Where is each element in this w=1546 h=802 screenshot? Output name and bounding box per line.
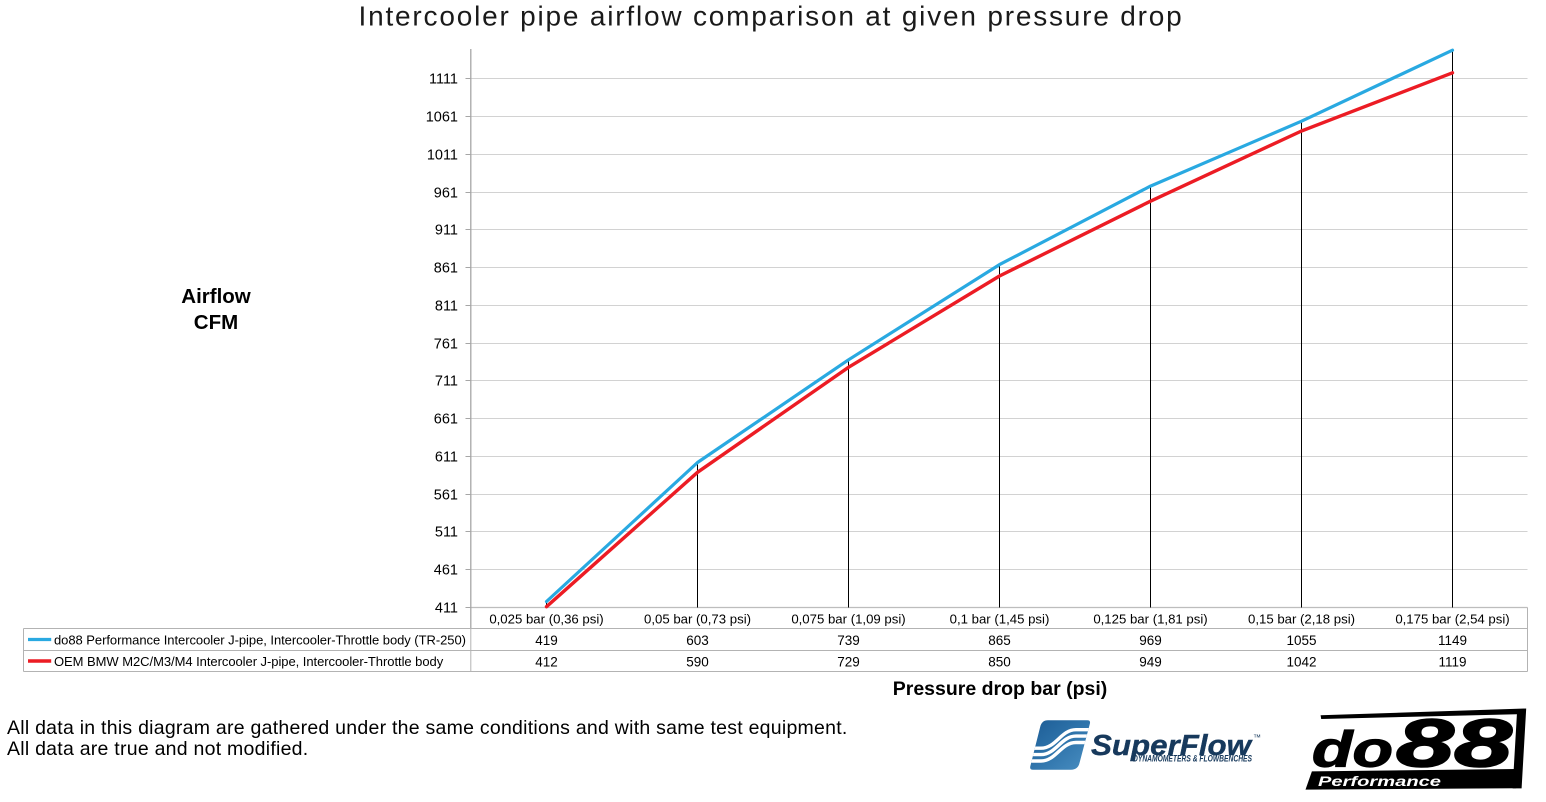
svg-text:761: 761 (434, 337, 458, 353)
svg-text:611: 611 (435, 450, 458, 466)
svg-text:0,05 bar (0,73 psi): 0,05 bar (0,73 psi) (644, 612, 751, 627)
svg-text:0,15 bar (2,18 psi): 0,15 bar (2,18 psi) (1248, 612, 1355, 627)
svg-text:739: 739 (837, 633, 860, 648)
svg-text:1061: 1061 (426, 110, 458, 126)
svg-text:0,175 bar (2,54 psi): 0,175 bar (2,54 psi) (1395, 612, 1509, 627)
svg-text:Pressure drop bar (psi): Pressure drop bar (psi) (893, 678, 1108, 700)
svg-text:603: 603 (686, 633, 709, 648)
svg-text:Airflow: Airflow (181, 285, 251, 308)
svg-text:DYNAMOMETERS & FLOWBENCHES: DYNAMOMETERS & FLOWBENCHES (1133, 754, 1252, 764)
svg-text:1149: 1149 (1438, 633, 1467, 648)
svg-text:861: 861 (434, 261, 458, 277)
svg-text:949: 949 (1139, 654, 1162, 669)
svg-text:do88 Performance Intercooler J: do88 Performance Intercooler J-pipe, Int… (54, 632, 466, 647)
svg-text:OEM BMW M2C/M3/M4 Intercooler: OEM BMW M2C/M3/M4 Intercooler J-pipe, In… (54, 654, 444, 669)
svg-text:0,125 bar (1,81 psi): 0,125 bar (1,81 psi) (1093, 612, 1207, 627)
svg-text:0,025 bar (0,36 psi): 0,025 bar (0,36 psi) (489, 612, 603, 627)
svg-text:1119: 1119 (1438, 654, 1466, 669)
svg-text:do: do (1312, 722, 1393, 778)
svg-text:590: 590 (686, 654, 709, 669)
svg-text:461: 461 (434, 563, 458, 579)
svg-text:661: 661 (434, 412, 458, 428)
svg-text:1111: 1111 (429, 72, 458, 88)
svg-text:CFM: CFM (194, 311, 238, 334)
svg-text:561: 561 (434, 488, 458, 504)
svg-text:1055: 1055 (1286, 633, 1316, 648)
svg-text:SuperFlow: SuperFlow (1091, 730, 1253, 762)
svg-text:0,075 bar (1,09 psi): 0,075 bar (1,09 psi) (791, 612, 905, 627)
svg-text:711: 711 (435, 374, 458, 390)
svg-text:865: 865 (988, 633, 1011, 648)
svg-text:961: 961 (434, 186, 458, 202)
svg-text:Performance: Performance (1318, 774, 1441, 789)
svg-text:969: 969 (1139, 633, 1162, 648)
svg-text:729: 729 (837, 654, 860, 669)
svg-text:419: 419 (535, 633, 558, 648)
svg-text:811: 811 (435, 299, 458, 315)
svg-text:0,1 bar (1,45 psi): 0,1 bar (1,45 psi) (950, 612, 1050, 627)
svg-text:511: 511 (435, 525, 458, 541)
svg-text:411: 411 (435, 601, 458, 617)
svg-text:412: 412 (535, 654, 558, 669)
svg-text:1042: 1042 (1286, 654, 1316, 669)
svg-text:All data in this diagram are g: All data in this diagram are gathered un… (7, 717, 848, 739)
svg-text:Intercooler pipe airflow compa: Intercooler pipe airflow comparison at g… (359, 1, 1184, 32)
svg-text:1011: 1011 (427, 148, 458, 164)
svg-text:911: 911 (435, 223, 458, 239)
svg-text:88: 88 (1396, 706, 1512, 782)
svg-text:All data are true and not modi: All data are true and not modified. (7, 738, 308, 760)
svg-text:™: ™ (1253, 733, 1261, 742)
svg-text:850: 850 (988, 654, 1011, 669)
